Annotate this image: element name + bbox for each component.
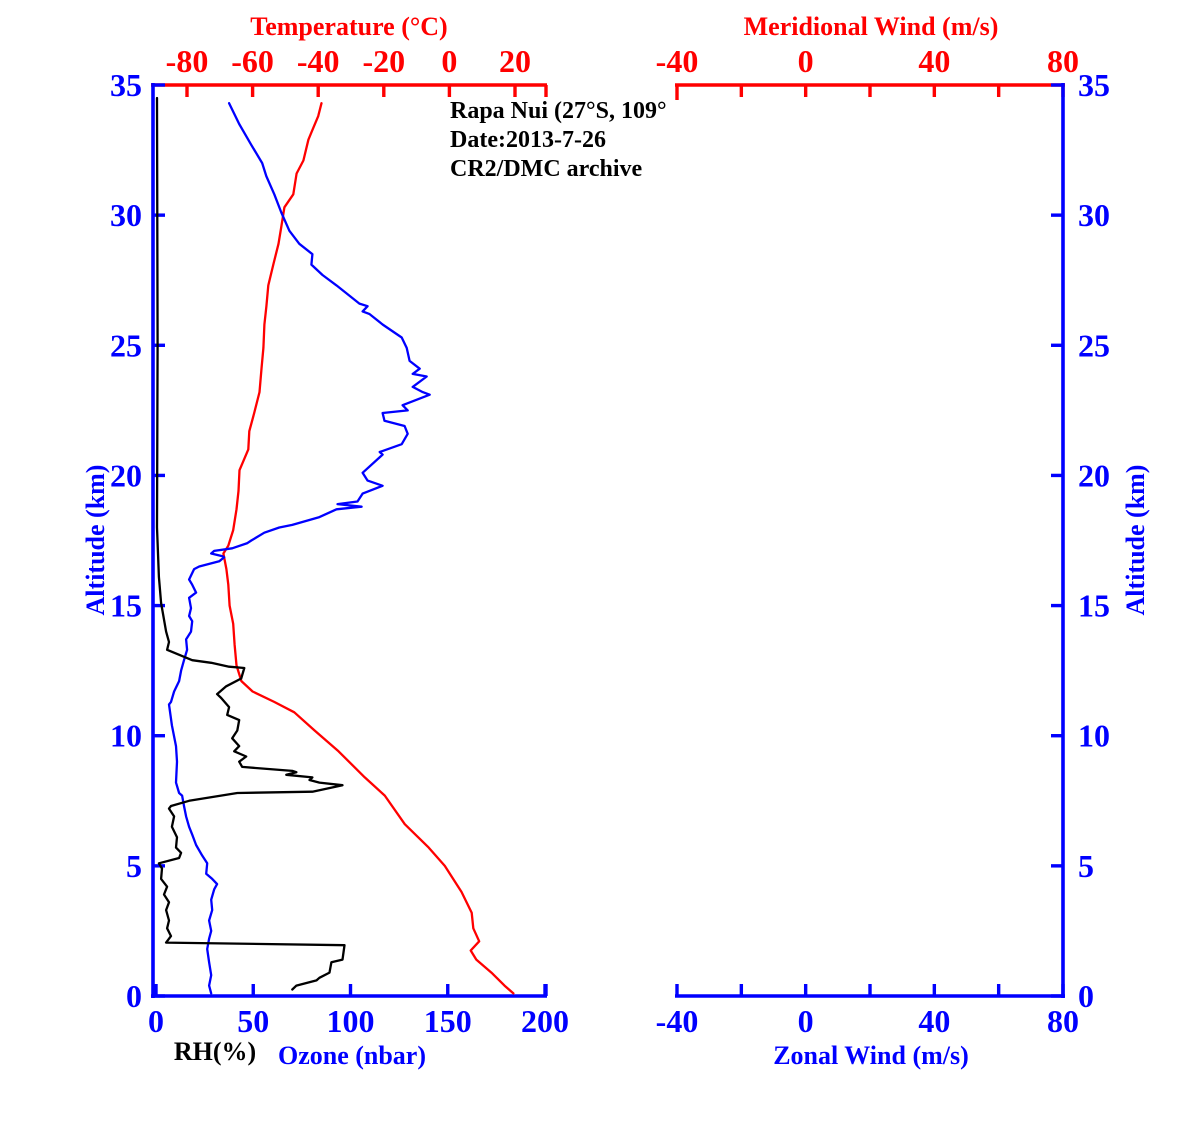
right-top-tick-label: 40 xyxy=(918,43,950,79)
right-y-tick-label: 10 xyxy=(1078,718,1110,754)
left-top-tick-label: -80 xyxy=(166,43,209,79)
left-top-tick-label: -20 xyxy=(362,43,405,79)
right-y-tick-label: 5 xyxy=(1078,848,1094,884)
left-bottom-axis-title: Ozone (nbar) xyxy=(277,1041,427,1070)
right-top-axis-title: Meridional Wind (m/s) xyxy=(743,12,999,41)
right-top-tick-label: 0 xyxy=(798,43,814,79)
left-bottom-tick-label: 50 xyxy=(237,1003,269,1039)
right-bottom-tick-label: 80 xyxy=(1047,1003,1079,1039)
right-bottom-axis-title: Zonal Wind (m/s) xyxy=(773,1041,969,1070)
left-y-tick-label: 5 xyxy=(126,848,142,884)
left-bottom-tick-label: 100 xyxy=(327,1003,375,1039)
right-y-tick-label: 35 xyxy=(1078,67,1110,103)
left-y-axis-title: Altitude (km) xyxy=(81,464,110,616)
left-y-tick-label: 30 xyxy=(110,197,142,233)
left-y-tick-label: 25 xyxy=(110,327,142,363)
right-top-tick-label: 80 xyxy=(1047,43,1079,79)
right-y-tick-label: 20 xyxy=(1078,457,1110,493)
left-y-tick-label: 10 xyxy=(110,718,142,754)
right-y-tick-label: 30 xyxy=(1078,197,1110,233)
annotation-station-line: Rapa Nui (27°S, 109° xyxy=(450,98,667,124)
left-top-tick-label: -60 xyxy=(231,43,274,79)
station-annotation: Rapa Nui (27°S, 109° Date:2013-7-26 CR2/… xyxy=(450,97,667,184)
right-y-tick-label: 25 xyxy=(1078,327,1110,363)
series-ozone-line xyxy=(167,102,431,995)
left-bottom-tick-label: 0 xyxy=(148,1003,164,1039)
left-top-axis-title: Temperature (°C) xyxy=(250,12,448,41)
right-y-tick-label: 0 xyxy=(1078,978,1094,1014)
right-bottom-tick-label: -40 xyxy=(656,1003,699,1039)
right-y-axis-title: Altitude (km) xyxy=(1121,464,1150,616)
series-temperature-line xyxy=(222,102,515,995)
right-bottom-tick-label: 40 xyxy=(918,1003,950,1039)
annotation-date-line: Date:2013-7-26 xyxy=(450,127,606,153)
left-top-tick-label: -40 xyxy=(297,43,340,79)
left-y-tick-label: 20 xyxy=(110,457,142,493)
left-y-tick-label: 15 xyxy=(110,588,142,624)
left-top-tick-label: 20 xyxy=(499,43,531,79)
right-y-tick-label: 15 xyxy=(1078,588,1110,624)
left-bottom-tick-label: 150 xyxy=(424,1003,472,1039)
left-y-tick-label: 35 xyxy=(110,67,142,103)
left-top-tick-label: 0 xyxy=(441,43,457,79)
right-top-tick-label: -40 xyxy=(656,43,699,79)
series-relative_humidity-line xyxy=(155,96,346,991)
right-bottom-tick-label: 0 xyxy=(798,1003,814,1039)
left-bottom-tick-label: 200 xyxy=(521,1003,569,1039)
rh-axis-title: RH(%) xyxy=(173,1037,257,1066)
annotation-archive-line: CR2/DMC archive xyxy=(450,156,643,182)
left-y-tick-label: 0 xyxy=(126,978,142,1014)
